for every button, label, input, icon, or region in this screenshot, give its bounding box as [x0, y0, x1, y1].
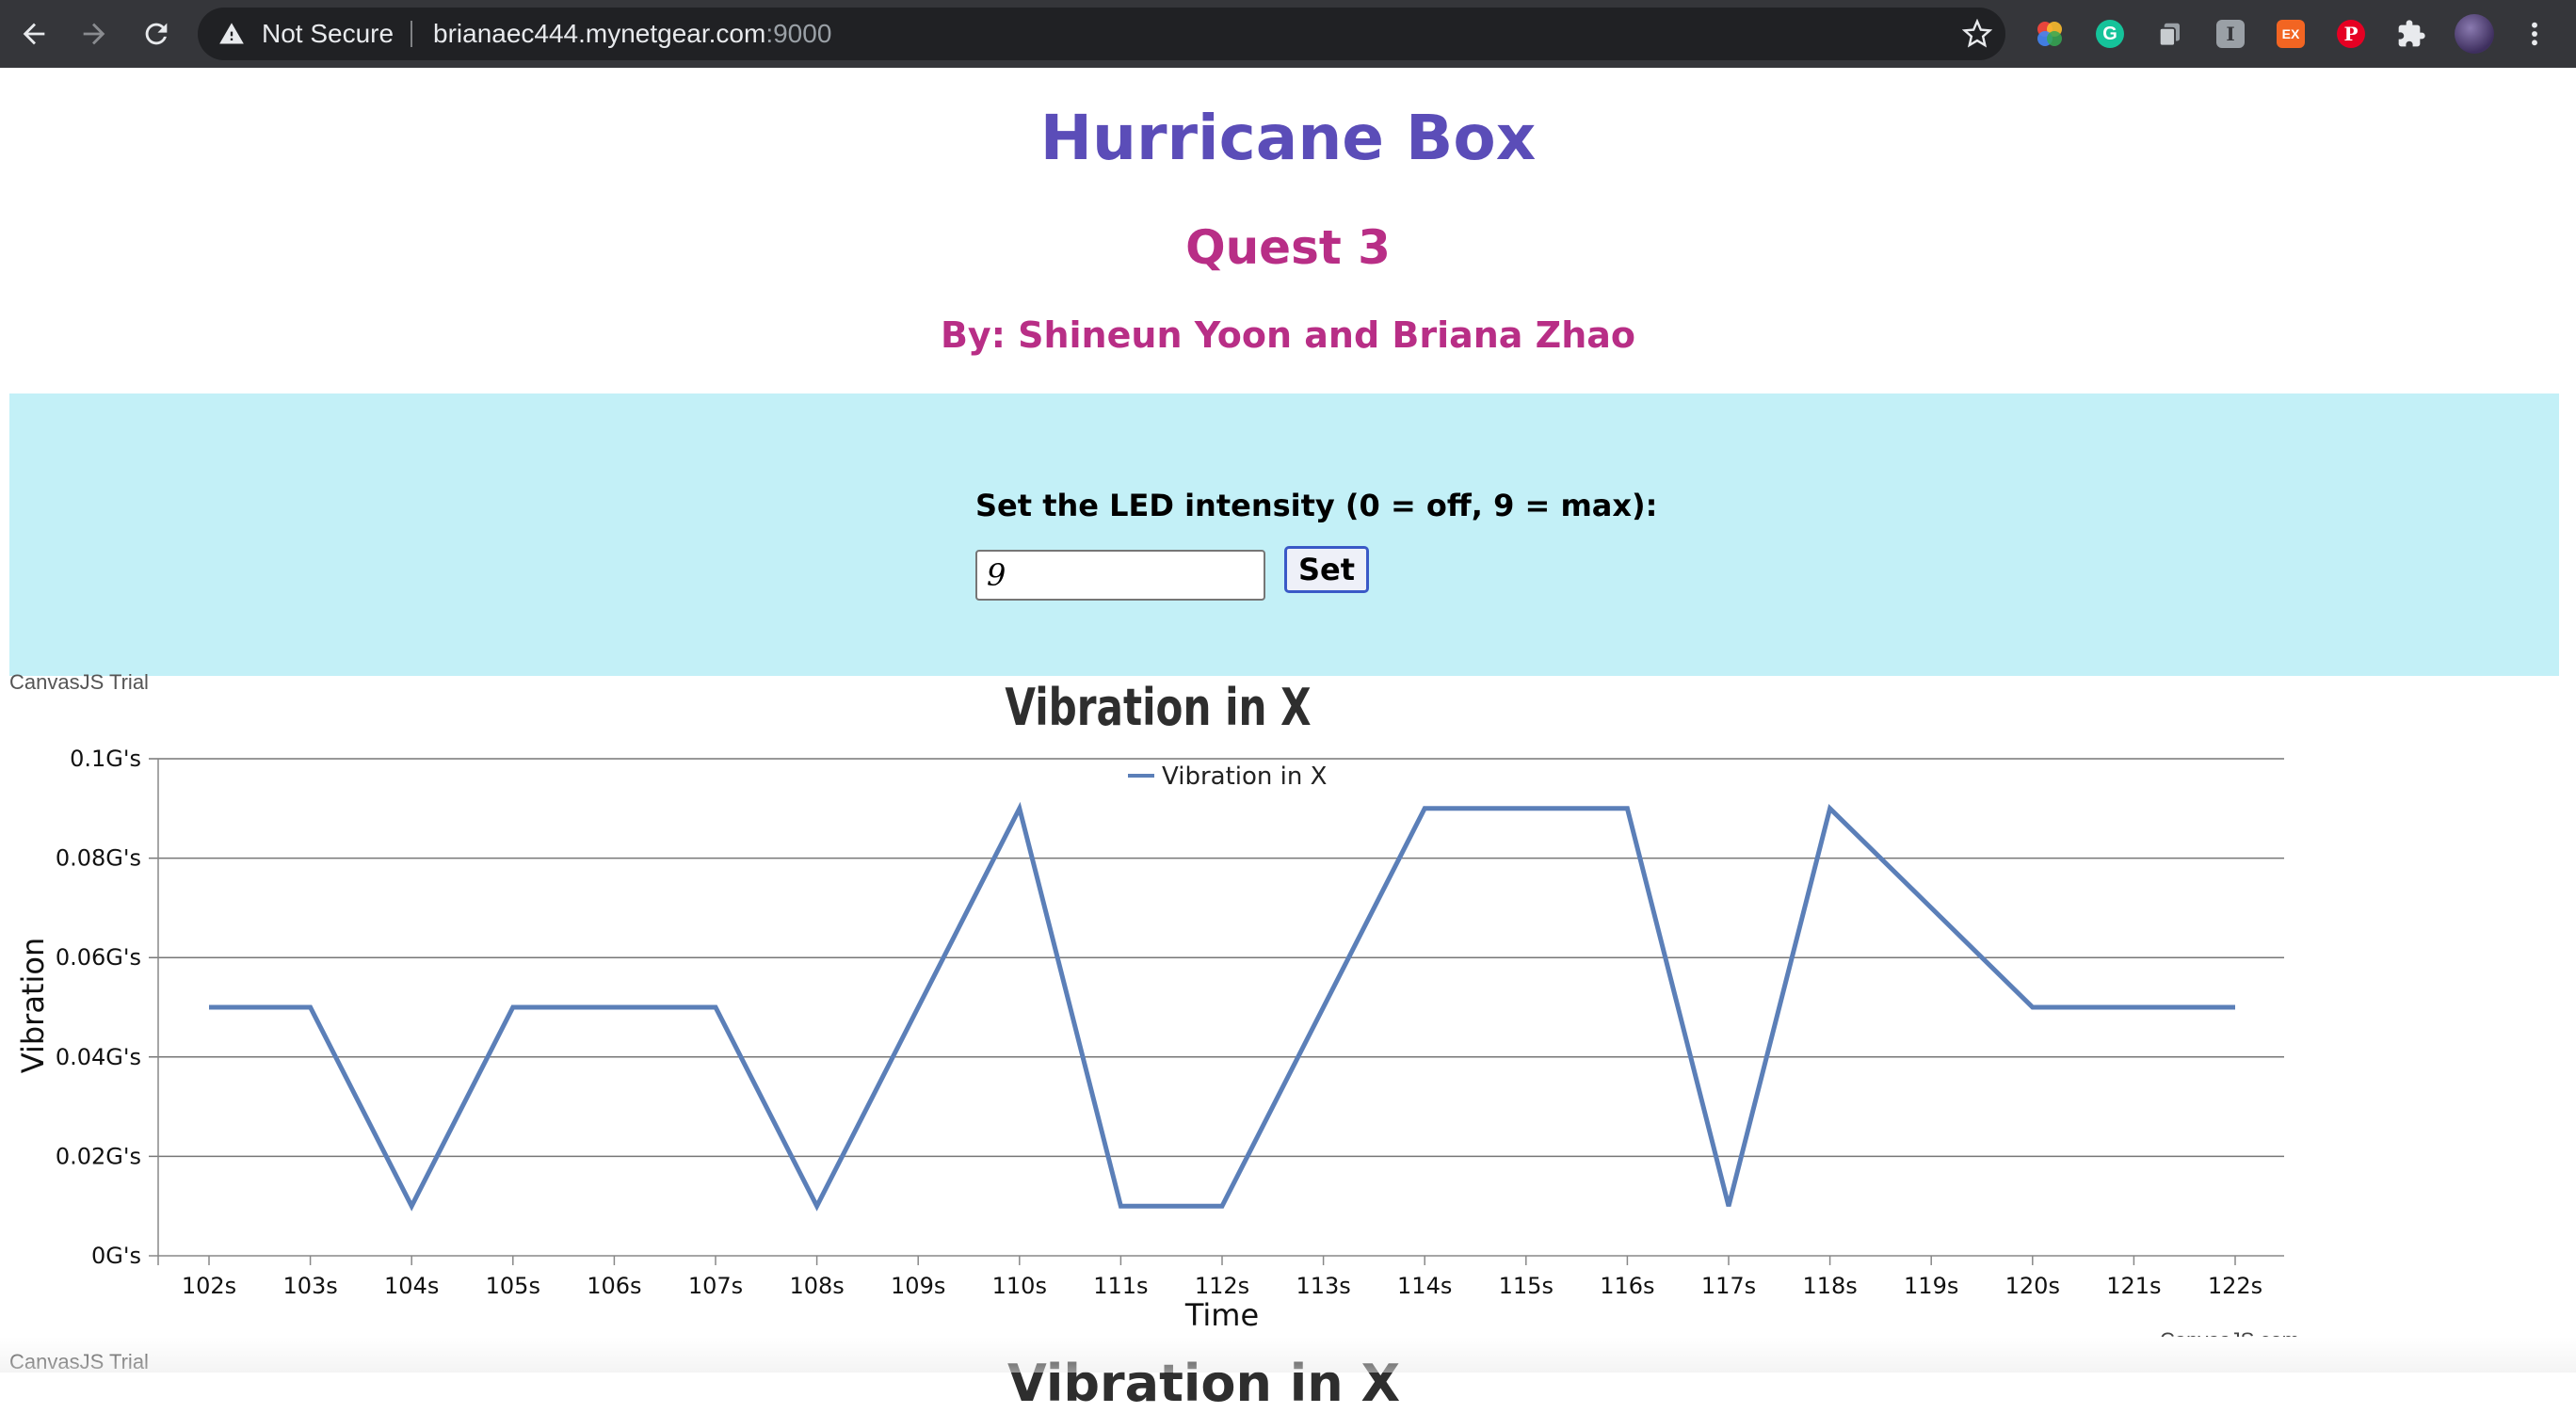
x-tick-label: 117s: [1701, 1273, 1756, 1299]
x-tick-label: 106s: [587, 1273, 641, 1299]
instapaper-extension-icon[interactable]: I: [2214, 17, 2247, 51]
y-tick-label: 0.1G's: [70, 746, 141, 772]
pinterest-extension-icon[interactable]: P: [2334, 17, 2368, 51]
x-tick-label: 122s: [2208, 1273, 2262, 1299]
url-host: brianaec444.mynetgear.com: [433, 19, 766, 48]
x-tick-label: 110s: [992, 1273, 1047, 1299]
x-tick-label: 121s: [2106, 1273, 2161, 1299]
x-tick-label: 104s: [384, 1273, 439, 1299]
x-tick-label: 108s: [789, 1273, 844, 1299]
y-tick-label: 0.08G's: [56, 845, 141, 872]
x-tick-label: 102s: [182, 1273, 236, 1299]
x-tick-label: 105s: [486, 1273, 540, 1299]
browser-menu-button[interactable]: [2518, 17, 2552, 51]
x-axis-title: Time: [1184, 1297, 1259, 1333]
y-tick-label: 0.06G's: [56, 944, 141, 971]
color-wheel-extension-icon[interactable]: [2033, 17, 2067, 51]
canvasjs-credit-link[interactable]: CanvasJS.com: [2160, 1328, 2299, 1337]
page-authors: By: Shineun Yoon and Briana Zhao: [940, 314, 1636, 356]
x-tick-label: 120s: [2005, 1273, 2060, 1299]
browser-toolbar: Not Secure brianaec444.mynetgear.com:900…: [0, 0, 2576, 68]
led-control-panel: Set the LED intensity (0 = off, 9 = max)…: [9, 393, 2559, 676]
vibration-chart: Vibration in X 0G's 0.02G's 0.04G's 0.06G's…: [15, 679, 2299, 1337]
led-intensity-label: Set the LED intensity (0 = off, 9 = max)…: [975, 488, 1658, 523]
x-tick-label: 114s: [1397, 1273, 1452, 1299]
grammarly-extension-icon[interactable]: G: [2093, 17, 2127, 51]
x-axis-ticks: 102s 103s 104s 105s 106s 107s 108s 109s 110s 111s…: [182, 1256, 2262, 1299]
forward-arrow-icon: [83, 23, 105, 45]
series-line[interactable]: [209, 801, 2235, 1212]
page-fold-shadow: [0, 1337, 2576, 1373]
forward-button[interactable]: [72, 11, 117, 56]
reload-button[interactable]: [134, 11, 179, 56]
y-tick-label: 0.04G's: [56, 1044, 141, 1070]
series-layer: [209, 801, 2235, 1212]
set-button[interactable]: Set: [1284, 546, 1369, 593]
legend[interactable]: Vibration in X: [1128, 763, 1327, 791]
led-intensity-input[interactable]: [975, 550, 1265, 601]
kebab-menu-icon: [2532, 22, 2537, 46]
page-title: Hurricane Box: [1039, 102, 1537, 174]
x-tick-label: 109s: [891, 1273, 945, 1299]
address-bar[interactable]: Not Secure brianaec444.mynetgear.com:900…: [198, 8, 2005, 60]
ex-extension-icon[interactable]: EX: [2274, 17, 2308, 51]
x-tick-label: 116s: [1600, 1273, 1654, 1299]
page-subtitle: Quest 3: [1185, 220, 1391, 275]
canvasjs-trial-label: CanvasJS Trial: [9, 670, 149, 694]
url-text[interactable]: brianaec444.mynetgear.com:9000: [433, 8, 831, 60]
y-tick-label: 0.02G's: [56, 1143, 141, 1169]
x-tick-label: 107s: [688, 1273, 743, 1299]
bookmark-star-icon[interactable]: [1962, 19, 1992, 49]
y-axis-ticks: 0G's 0.02G's 0.04G's 0.06G's 0.08G's 0.1G's: [56, 746, 141, 1269]
x-tick-label: 113s: [1296, 1273, 1350, 1299]
legend-label: Vibration in X: [1162, 763, 1327, 791]
x-tick-label: 115s: [1499, 1273, 1554, 1299]
x-tick-label: 112s: [1195, 1273, 1249, 1299]
y-axis-title: Vibration: [15, 938, 51, 1073]
x-tick-label: 119s: [1904, 1273, 1958, 1299]
reload-icon: [145, 23, 168, 45]
extensions-puzzle-icon[interactable]: [2394, 17, 2428, 51]
x-tick-label: 111s: [1093, 1273, 1148, 1299]
profile-avatar[interactable]: [2454, 13, 2495, 55]
x-tick-label: 118s: [1802, 1273, 1857, 1299]
grid-lines: [149, 758, 2284, 1265]
y-tick-label: 0G's: [91, 1243, 141, 1269]
url-port: :9000: [765, 19, 832, 48]
warning-icon[interactable]: [218, 21, 245, 47]
back-arrow-icon: [23, 23, 45, 45]
back-button[interactable]: [11, 11, 56, 56]
address-separator: [411, 21, 412, 47]
copy-extension-icon[interactable]: [2153, 17, 2187, 51]
x-tick-label: 103s: [282, 1273, 337, 1299]
chart-title: Vibration in X: [1005, 679, 1311, 737]
security-status[interactable]: Not Secure: [262, 19, 394, 48]
